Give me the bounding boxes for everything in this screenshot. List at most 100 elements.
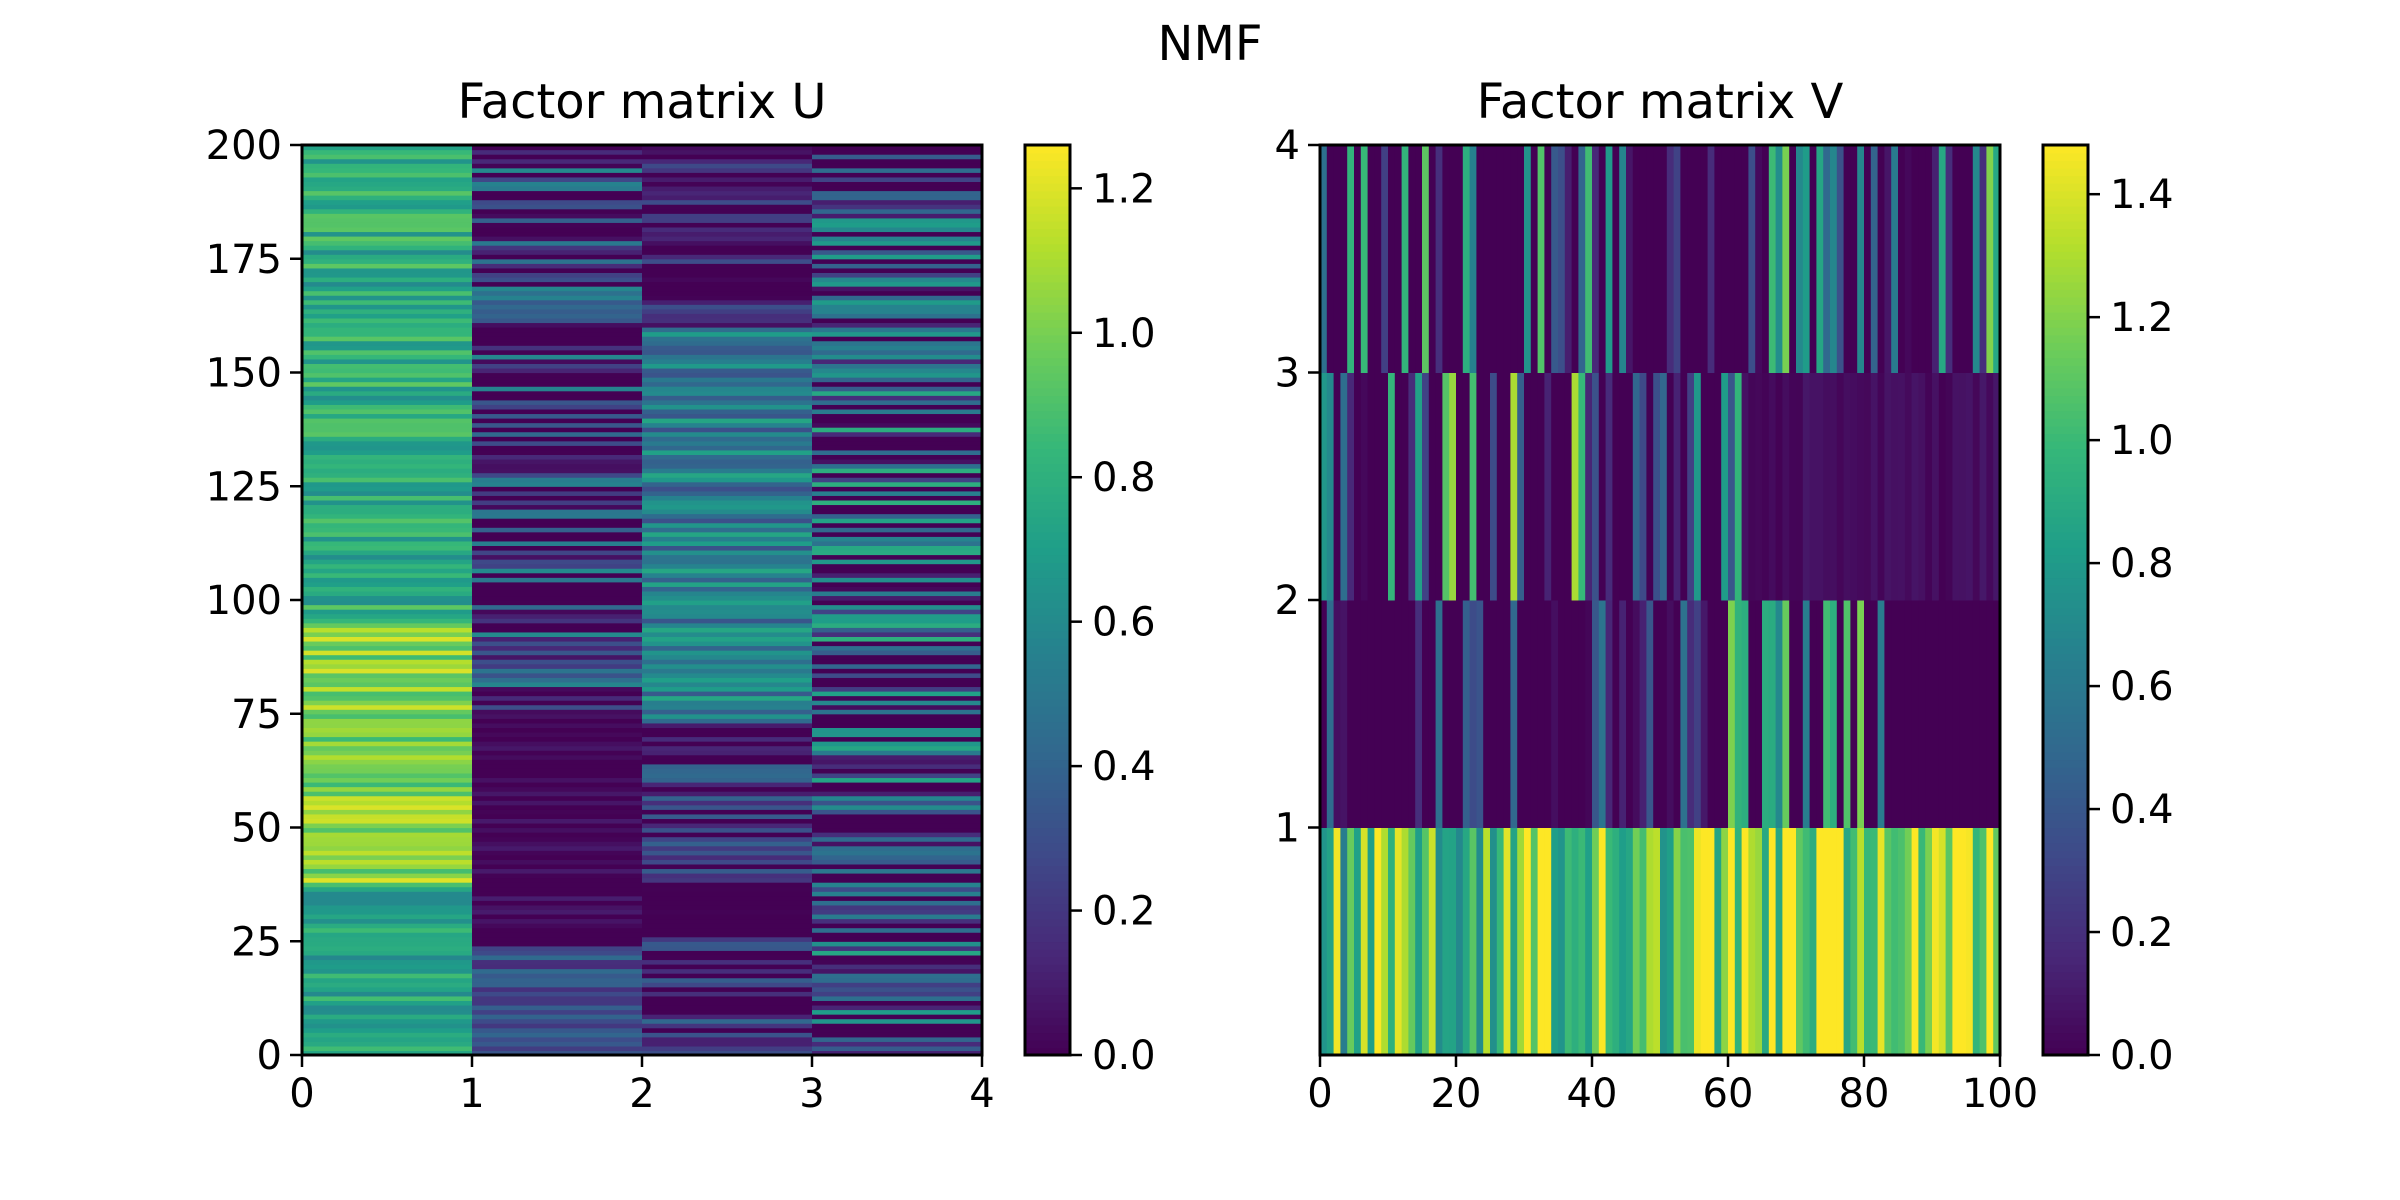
- heatmap-u-cell: [472, 463, 643, 469]
- heatmap-u-cell: [472, 900, 643, 906]
- heatmap-u-cell: [302, 199, 473, 205]
- colorbar-step: [2043, 819, 2088, 829]
- colorbar-step: [2043, 478, 2088, 488]
- heatmap-u-cell: [642, 695, 813, 701]
- heatmap-u-cell: [812, 745, 983, 751]
- heatmap-v-cell: [1789, 145, 1797, 373]
- heatmap-u-cell: [812, 449, 983, 455]
- heatmap-u-cell: [302, 859, 473, 865]
- heatmap-u-cell: [642, 904, 813, 910]
- heatmap-u-cell: [812, 176, 983, 182]
- heatmap-u-cell: [642, 759, 813, 765]
- heatmap-u-cell: [472, 468, 643, 474]
- heatmap-u-cell: [302, 509, 473, 515]
- colorbar-step: [1025, 539, 1070, 548]
- heatmap-u-cell: [642, 531, 813, 537]
- heatmap-v-cell: [1524, 827, 1532, 1056]
- heatmap-u-cell: [302, 568, 473, 574]
- heatmap-u-cell: [472, 650, 643, 656]
- heatmap-u-cell: [302, 572, 473, 578]
- heatmap-u-cell: [812, 527, 983, 533]
- heatmap-u-cell: [472, 818, 643, 824]
- heatmap-u-cell: [302, 381, 473, 387]
- heatmap-u-cell: [812, 986, 983, 992]
- heatmap-u-cell: [812, 954, 983, 961]
- heatmap-v-cell: [1979, 145, 1987, 373]
- heatmap-u-cell: [642, 363, 813, 369]
- heatmap-u-cell: [812, 495, 983, 501]
- colorbar-step: [1025, 903, 1070, 912]
- heatmap-u-cell: [812, 709, 983, 715]
- heatmap-v-cell: [1462, 372, 1471, 601]
- heatmap-u-cell: [642, 950, 813, 956]
- heatmap-v-cell: [1755, 827, 1763, 1056]
- heatmap-v-cell: [1612, 600, 1620, 828]
- heatmap-v-cell: [1558, 827, 1566, 1056]
- heatmap-u-cell: [302, 686, 473, 692]
- heatmap-u-cell: [472, 927, 643, 933]
- heatmap-v-cell: [1510, 145, 1518, 373]
- heatmap-u-cell: [642, 208, 813, 214]
- heatmap-u-cell: [302, 299, 473, 305]
- heatmap-u-cell: [812, 418, 983, 424]
- heatmap-u-cell: [472, 349, 643, 355]
- heatmap-u-cell: [302, 495, 473, 501]
- heatmap-v-cell: [1333, 827, 1341, 1056]
- heatmap-u-cell: [812, 149, 983, 155]
- heatmap-u-cell: [302, 1027, 473, 1033]
- heatmap-u-cell: [812, 813, 983, 819]
- heatmap-v-cell: [1408, 600, 1416, 828]
- heatmap-u-cell: [472, 895, 643, 901]
- heatmap-u-cell: [472, 609, 643, 615]
- heatmap-u-cell: [302, 454, 473, 460]
- colorbar-step: [2043, 736, 2088, 745]
- heatmap-v-cell: [1564, 600, 1573, 828]
- heatmap-u-cell: [812, 413, 983, 419]
- colorbar-step: [2043, 926, 2088, 935]
- heatmap-u-cell: [302, 331, 473, 337]
- colorbar-step: [2043, 509, 2088, 518]
- heatmap-u-cell: [642, 504, 813, 510]
- heatmap-u-cell: [812, 850, 983, 856]
- heatmap-v-cell: [1918, 827, 1926, 1056]
- heatmap-u-cell: [472, 909, 643, 915]
- heatmap-u-cell: [302, 263, 473, 269]
- heatmap-v-cell: [1326, 600, 1335, 828]
- heatmap-u-cell: [302, 973, 473, 979]
- heatmap-u-cell: [812, 472, 983, 478]
- colorbar-step: [1025, 759, 1070, 768]
- heatmap-u-cell: [812, 199, 983, 205]
- heatmap-u-cell: [812, 927, 983, 933]
- heatmap-v-cell: [1904, 145, 1913, 373]
- heatmap-u-cell: [812, 1018, 983, 1024]
- heatmap-u-cell: [642, 540, 813, 546]
- heatmap-u-cell: [472, 913, 643, 920]
- heatmap-v-cell: [1456, 827, 1464, 1056]
- heatmap-v-cell: [1415, 600, 1423, 828]
- heatmap-u-cell: [812, 804, 983, 810]
- heatmap-v-cell: [1449, 600, 1457, 828]
- heatmap-u-cell: [812, 272, 983, 278]
- colorbar-step: [2043, 600, 2088, 609]
- heatmap-v-cell: [1918, 145, 1926, 373]
- y-tick-label: 4: [1275, 123, 1300, 169]
- heatmap-v-cell: [1401, 827, 1409, 1056]
- colorbar-step: [2043, 584, 2088, 594]
- heatmap-v-cell: [1734, 372, 1743, 601]
- heatmap-u-cell: [472, 1014, 643, 1020]
- heatmap-u-cell: [812, 331, 983, 337]
- heatmap-v-cell: [1884, 145, 1892, 373]
- colorbar-step: [1025, 994, 1070, 1003]
- heatmap-u-cell: [302, 1023, 473, 1029]
- heatmap-v-cell: [1653, 372, 1661, 601]
- heatmap-u-cell: [812, 322, 983, 328]
- heatmap-u-cell: [642, 1027, 813, 1033]
- heatmap-u-cell: [302, 841, 473, 847]
- heatmap-u-cell: [302, 932, 473, 938]
- colorbar-tick-label: 1.2: [1092, 166, 1156, 212]
- heatmap-u-cell: [812, 991, 983, 997]
- heatmap-v-cell: [1646, 372, 1654, 601]
- heatmap-v-cell: [1911, 372, 1919, 601]
- heatmap-v-cell: [1789, 827, 1797, 1056]
- heatmap-u-cell: [642, 677, 813, 683]
